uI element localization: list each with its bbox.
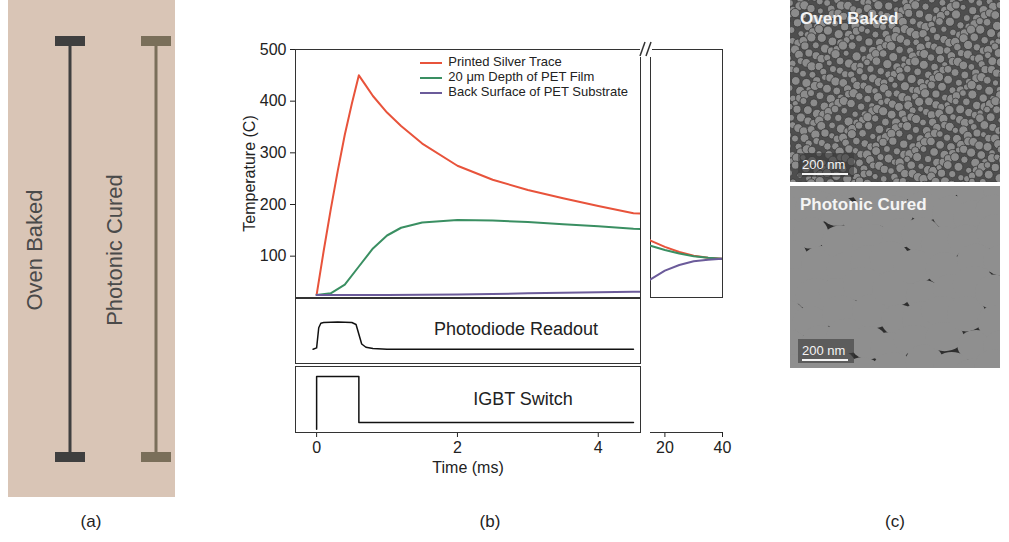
svg-text:IGBT Switch: IGBT Switch — [473, 389, 573, 409]
svg-text:400: 400 — [260, 92, 287, 109]
html-text:(b): (b) — [479, 512, 501, 531]
svg-text:2: 2 — [453, 439, 462, 456]
svg-text:Oven Baked: Oven Baked — [800, 9, 898, 28]
svg-text:4: 4 — [594, 439, 603, 456]
html-text:(a): (a) — [80, 512, 102, 531]
html-text:Back Surface of PET Substrate: Back Surface of PET Substrate — [448, 84, 628, 99]
svg-text:Temperature (C): Temperature (C) — [241, 115, 258, 231]
svg-text:0: 0 — [312, 439, 321, 456]
html-text:Printed Silver Trace: Printed Silver Trace — [448, 54, 562, 69]
svg-text:Photonic Cured: Photonic Cured — [800, 195, 927, 214]
svg-text:20: 20 — [656, 439, 674, 456]
svg-text:Oven Baked: Oven Baked — [22, 189, 47, 310]
svg-text:200 nm: 200 nm — [802, 343, 845, 358]
svg-text:Time (ms): Time (ms) — [432, 459, 503, 476]
svg-text:40: 40 — [714, 439, 732, 456]
svg-text:200: 200 — [260, 196, 287, 213]
svg-text:200 nm: 200 nm — [802, 157, 845, 172]
svg-text:Photodiode Readout: Photodiode Readout — [434, 319, 598, 339]
html-text:20 μm Depth of PET Film: 20 μm Depth of PET Film — [448, 69, 595, 84]
svg-text:500: 500 — [260, 41, 287, 58]
html-text:(c): (c) — [885, 512, 905, 531]
svg-text:100: 100 — [260, 247, 287, 264]
svg-text:300: 300 — [260, 144, 287, 161]
svg-text:Photonic Cured: Photonic Cured — [102, 174, 127, 326]
